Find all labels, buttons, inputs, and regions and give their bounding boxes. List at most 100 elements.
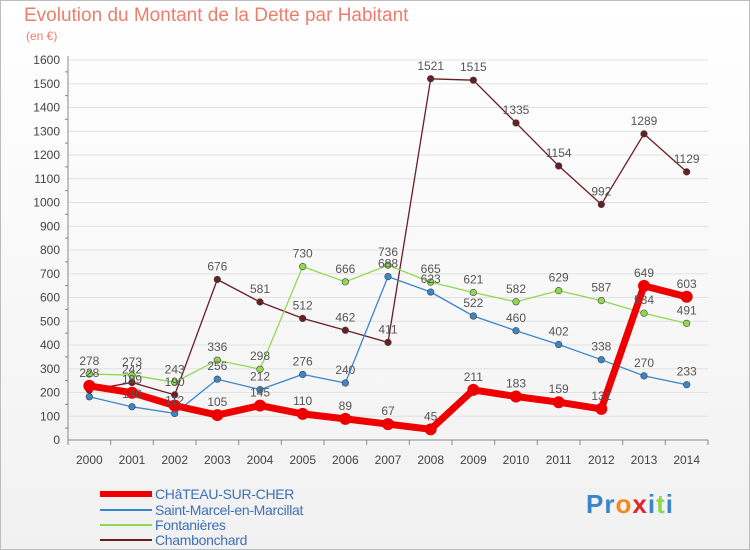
data-label: 1515 [460, 60, 487, 74]
y-tick-label: 200 [40, 386, 60, 400]
data-label: 336 [207, 340, 227, 354]
data-label: 581 [250, 282, 270, 296]
data-label: 228 [79, 366, 99, 380]
data-point-chambonchard [555, 162, 563, 170]
data-label: 233 [677, 365, 697, 379]
data-point-ch-teau-sur-cher [254, 399, 266, 412]
data-label: 298 [250, 349, 270, 363]
data-point-fontani-res [171, 378, 179, 386]
data-point-saint-marcel-en-marcillat [128, 403, 136, 411]
y-tick-label: 100 [40, 409, 60, 423]
legend-item-chateau-sur-cher: CHâTEAU-SUR-CHER [100, 486, 420, 502]
data-point-fontani-res [341, 278, 349, 286]
proxiti-logo: Proxiti [586, 489, 674, 520]
data-label: 145 [250, 386, 270, 400]
x-tick-label: 2000 [76, 453, 103, 467]
y-tick-label: 400 [40, 338, 60, 352]
y-tick-label: 300 [40, 362, 60, 376]
x-tick-label: 2014 [673, 453, 700, 467]
line-chart: 0 100 200 300 400 500 600 700 800 900 1000 1100 1200… [33, 53, 709, 467]
data-label: 676 [207, 259, 227, 273]
data-label: 199 [122, 373, 142, 387]
data-label: 582 [506, 282, 526, 296]
data-point-ch-teau-sur-cher [296, 407, 309, 420]
data-point-ch-teau-sur-cher [126, 386, 138, 399]
data-label: 112 [165, 393, 184, 407]
legend-item-fontanieres: Fontanières [100, 517, 420, 533]
data-point-ch-teau-sur-cher [424, 423, 437, 436]
data-point-saint-marcel-en-marcillat [341, 379, 349, 387]
data-label: 411 [378, 322, 397, 336]
x-tick-label: 2003 [204, 453, 231, 467]
data-point-chambonchard [427, 75, 435, 83]
data-point-chambonchard [640, 130, 648, 138]
legend-label: Fontanières [155, 517, 226, 533]
data-point-chambonchard [299, 314, 307, 323]
logo-letter: r [604, 489, 616, 519]
y-tick-label: 600 [40, 291, 60, 305]
legend-item-chambonchard: Chambonchard [100, 532, 420, 548]
legend-label: Saint-Marcel-en-Marcillat [155, 502, 304, 518]
data-point-chambonchard [341, 326, 349, 334]
data-label: 512 [293, 298, 313, 312]
data-point-chambonchard [683, 168, 691, 176]
data-label: 462 [335, 310, 355, 324]
data-label: 992 [591, 184, 611, 198]
logo-letter: i [647, 489, 657, 519]
data-label: 110 [293, 394, 312, 408]
data-label: 621 [463, 273, 483, 287]
data-label: 665 [421, 262, 441, 276]
data-point-saint-marcel-en-marcillat [683, 381, 691, 389]
x-tick-label: 2005 [289, 453, 316, 467]
y-tick-label: 900 [40, 219, 60, 233]
x-tick-label: 2007 [375, 453, 402, 467]
data-point-ch-teau-sur-cher [211, 409, 224, 422]
data-label: 730 [293, 247, 313, 261]
data-point-chambonchard [597, 200, 605, 208]
data-label: 67 [381, 404, 395, 418]
data-label: 402 [549, 325, 569, 339]
x-tick-label: 2011 [546, 453, 572, 467]
data-label: 242 [122, 363, 142, 377]
data-point-chambonchard [128, 378, 136, 387]
data-point-ch-teau-sur-cher [467, 383, 480, 396]
data-label: 736 [378, 245, 398, 259]
data-point-ch-teau-sur-cher [168, 399, 181, 412]
data-point-fontani-res [85, 370, 93, 378]
data-point-chambonchard [213, 275, 221, 284]
data-label: 666 [335, 262, 355, 276]
x-tick-label: 2004 [247, 453, 274, 467]
x-tick-label: 2012 [588, 453, 615, 467]
data-label: 89 [339, 399, 353, 413]
data-label: 603 [677, 277, 697, 291]
data-point-fontani-res [555, 287, 563, 295]
data-point-saint-marcel-en-marcillat [299, 370, 307, 379]
logo-letter: x [632, 489, 648, 519]
data-label: 159 [549, 382, 569, 396]
data-point-ch-teau-sur-cher [83, 379, 96, 392]
x-tick-label: 2006 [332, 453, 359, 467]
data-label: 240 [335, 363, 355, 377]
data-point-saint-marcel-en-marcillat [85, 393, 93, 401]
logo-letter: P [586, 489, 605, 519]
legend-label: Chambonchard [155, 532, 248, 548]
data-label: 338 [591, 340, 611, 354]
data-point-saint-marcel-en-marcillat [469, 312, 477, 320]
data-labels: 242 190 676 581 512 462 411 1521 1515 1335 1154 992… [79, 59, 700, 424]
logo-letter: i [665, 489, 674, 519]
data-point-fontani-res [512, 298, 520, 306]
x-tick-label: 2013 [631, 453, 658, 467]
legend-swatch [100, 539, 152, 541]
data-label: 276 [293, 354, 313, 368]
data-point-saint-marcel-en-marcillat [213, 375, 221, 383]
legend-label: CHâTEAU-SUR-CHER [155, 486, 295, 502]
chart-subtitle: (en €) [26, 29, 58, 43]
series-lines [83, 75, 693, 436]
data-point-chambonchard [171, 391, 179, 399]
x-tick-label: 2001 [119, 453, 146, 467]
data-point-ch-teau-sur-cher [552, 396, 565, 409]
data-point-ch-teau-sur-cher [680, 290, 693, 303]
chart-title: Evolution du Montant de la Dette par Hab… [24, 5, 409, 26]
data-point-chambonchard [469, 76, 477, 84]
